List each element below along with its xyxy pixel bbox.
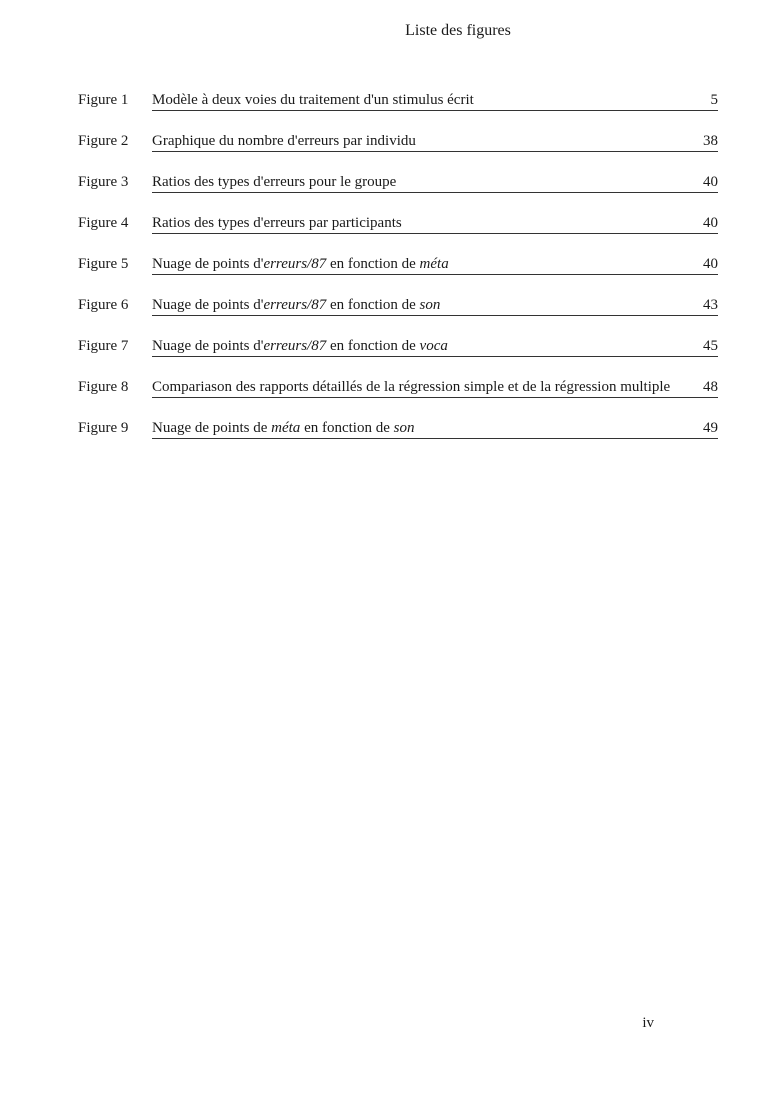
figure-body: Nuage de points de méta en fonction de s… — [152, 420, 718, 439]
figure-body: Ratios des types d'erreurs par participa… — [152, 215, 718, 234]
page-number: iv — [642, 1015, 654, 1032]
figure-entry: Figure 6 Nuage de points d'erreurs/87 en … — [78, 297, 718, 316]
figure-page-number: 38 — [691, 133, 718, 150]
figure-label: Figure 1 — [78, 92, 146, 109]
figure-description: Ratios des types d'erreurs par participa… — [152, 215, 691, 232]
page-title: Liste des figures — [198, 22, 718, 40]
figure-entry: Figure 9 Nuage de points de méta en fonct… — [78, 420, 718, 439]
page: Liste des figures Figure 1 Modèle à deux … — [0, 0, 772, 1096]
figure-description: Nuage de points d'erreurs/87 en fonction… — [152, 297, 691, 314]
figure-page-number: 40 — [691, 174, 718, 191]
figure-entry: Figure 7 Nuage de points d'erreurs/87 en … — [78, 338, 718, 357]
figure-page-number: 45 — [691, 338, 718, 355]
figure-description: Nuage de points de méta en fonction de s… — [152, 420, 691, 437]
figure-page-number: 49 — [691, 420, 718, 437]
figure-description: Modèle à deux voies du traitement d'un s… — [152, 92, 699, 109]
figure-label: Figure 4 — [78, 215, 146, 232]
figure-body: Nuage de points d'erreurs/87 en fonction… — [152, 297, 718, 316]
figure-entry: Figure 8 Compariason des rapports détaill… — [78, 379, 718, 398]
figure-body: Compariason des rapports détaillés de la… — [152, 379, 718, 398]
figure-entry: Figure 4 Ratios des types d'erreurs par p… — [78, 215, 718, 234]
figure-page-number: 40 — [691, 215, 718, 232]
figure-entry: Figure 5 Nuage de points d'erreurs/87 en … — [78, 256, 718, 275]
figure-description: Nuage de points d'erreurs/87 en fonction… — [152, 256, 691, 273]
figure-body: Ratios des types d'erreurs pour le group… — [152, 174, 718, 193]
figure-label: Figure 6 — [78, 297, 146, 314]
figure-entry: Figure 2 Graphique du nombre d'erreurs pa… — [78, 133, 718, 152]
figure-description: Compariason des rapports détaillés de la… — [152, 379, 691, 396]
figure-body: Nuage de points d'erreurs/87 en fonction… — [152, 256, 718, 275]
figure-label: Figure 7 — [78, 338, 146, 355]
figure-body: Modèle à deux voies du traitement d'un s… — [152, 92, 718, 111]
figure-body: Graphique du nombre d'erreurs par indivi… — [152, 133, 718, 152]
figure-label: Figure 8 — [78, 379, 146, 396]
list-of-figures: Figure 1 Modèle à deux voies du traitemen… — [78, 92, 718, 439]
figure-entry: Figure 1 Modèle à deux voies du traitemen… — [78, 92, 718, 111]
figure-label: Figure 2 — [78, 133, 146, 150]
figure-page-number: 48 — [691, 379, 718, 396]
figure-description: Graphique du nombre d'erreurs par indivi… — [152, 133, 691, 150]
figure-label: Figure 5 — [78, 256, 146, 273]
figure-label: Figure 3 — [78, 174, 146, 191]
figure-page-number: 40 — [691, 256, 718, 273]
figure-description: Nuage de points d'erreurs/87 en fonction… — [152, 338, 691, 355]
figure-page-number: 5 — [699, 92, 719, 109]
figure-description: Ratios des types d'erreurs pour le group… — [152, 174, 691, 191]
figure-body: Nuage de points d'erreurs/87 en fonction… — [152, 338, 718, 357]
figure-entry: Figure 3 Ratios des types d'erreurs pour … — [78, 174, 718, 193]
figure-label: Figure 9 — [78, 420, 146, 437]
figure-page-number: 43 — [691, 297, 718, 314]
